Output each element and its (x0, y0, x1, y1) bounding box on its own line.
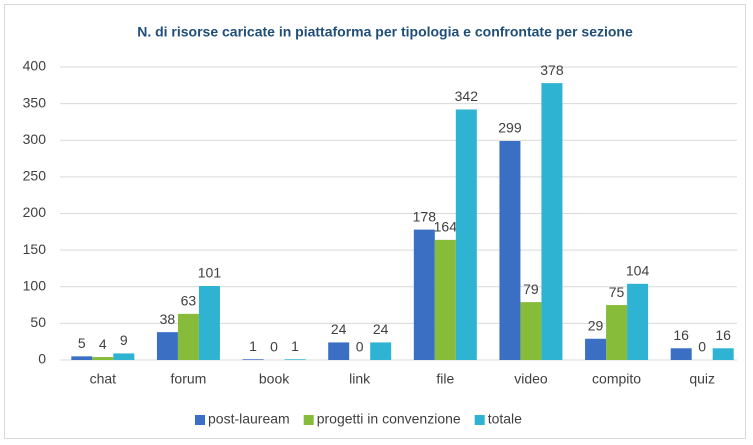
data-label: 9 (120, 332, 128, 348)
data-label: 38 (160, 311, 176, 327)
bar (712, 348, 734, 360)
bar (177, 313, 199, 360)
bar (627, 283, 649, 360)
x-tick-label: quiz (689, 371, 715, 387)
data-label: 299 (498, 120, 522, 136)
data-label: 79 (523, 281, 539, 297)
data-label: 104 (626, 263, 650, 279)
data-label: 63 (181, 293, 197, 309)
bar (71, 356, 93, 360)
bar (370, 342, 392, 360)
data-label: 342 (455, 88, 479, 104)
x-tick-label: book (259, 371, 290, 387)
data-label: 1 (249, 338, 257, 354)
bar (585, 338, 607, 360)
data-label: 0 (356, 339, 364, 355)
bar (455, 109, 477, 360)
y-tick-label: 0 (38, 351, 46, 367)
y-tick-label: 200 (23, 204, 47, 220)
bar (198, 286, 220, 360)
x-tick-label: video (514, 371, 548, 387)
data-label: 378 (540, 62, 564, 78)
x-tick-label: forum (171, 371, 207, 387)
bar (541, 83, 563, 361)
x-tick-label: link (349, 371, 371, 387)
y-tick-label: 400 (23, 58, 47, 74)
data-label: 16 (673, 327, 689, 343)
bar (242, 359, 264, 360)
legend-label: progetti in convenzione (317, 411, 461, 427)
bar (499, 140, 521, 360)
bar (434, 239, 456, 360)
bar (92, 357, 114, 360)
data-label: 101 (198, 265, 222, 281)
data-label: 24 (373, 321, 389, 337)
legend-swatch (303, 415, 314, 425)
chart-title: N. di risorse caricate in piattaforma pe… (137, 24, 633, 40)
bar (413, 229, 435, 360)
y-tick-label: 250 (23, 168, 47, 184)
y-tick-label: 350 (23, 94, 47, 110)
data-label: 5 (78, 335, 86, 351)
bar (284, 359, 306, 360)
chart-border (4, 4, 746, 439)
bar (328, 342, 350, 360)
x-tick-label: file (436, 371, 454, 387)
x-tick-label: compito (592, 371, 641, 387)
data-label: 4 (99, 336, 107, 352)
bar (606, 305, 628, 360)
legend-swatch (195, 415, 205, 425)
data-label: 29 (588, 317, 604, 333)
bar (520, 302, 542, 360)
data-label: 75 (609, 284, 625, 300)
bar (670, 348, 692, 360)
bar (156, 332, 178, 360)
data-label: 164 (434, 219, 458, 235)
legend-swatch (474, 415, 485, 425)
bar (113, 353, 135, 360)
data-label: 178 (413, 208, 437, 224)
data-label: 1 (291, 338, 299, 354)
y-tick-label: 100 (23, 277, 47, 293)
y-tick-label: 150 (23, 241, 47, 257)
legend-label: post-lauream (208, 411, 290, 427)
data-label: 16 (715, 327, 731, 343)
y-tick-label: 50 (30, 314, 46, 330)
data-label: 0 (698, 339, 706, 355)
data-label: 24 (331, 321, 347, 337)
x-tick-label: chat (90, 371, 117, 387)
data-label: 0 (270, 339, 278, 355)
legend-label: totale (488, 411, 522, 427)
y-tick-label: 300 (23, 131, 47, 147)
